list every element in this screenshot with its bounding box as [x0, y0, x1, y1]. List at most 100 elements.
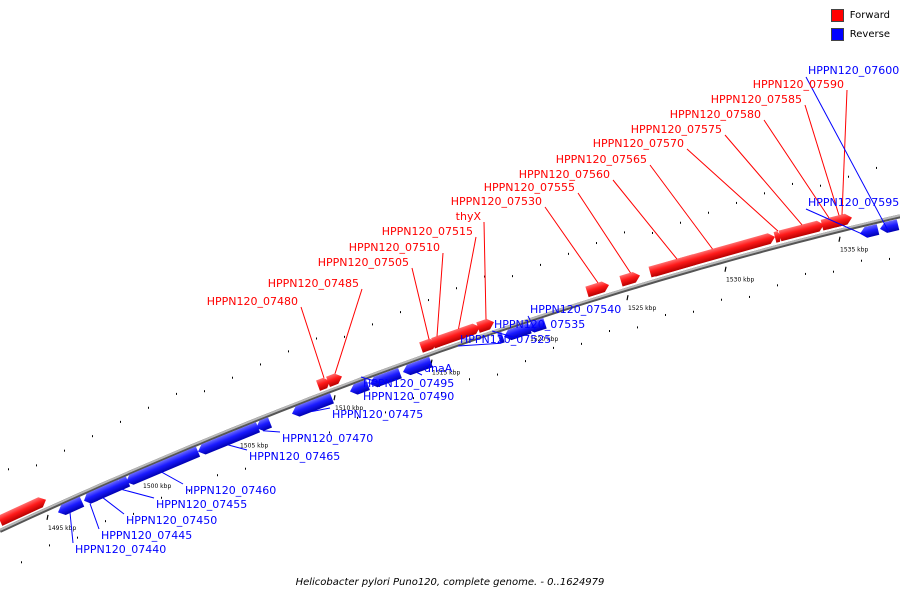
gene-label: HPPN120_07510 — [349, 241, 440, 254]
gene-arrow[interactable] — [254, 417, 273, 433]
gene-arrow[interactable] — [773, 230, 783, 243]
gene-HPPN120_07595[interactable] — [859, 224, 880, 239]
gene-HPPN120_07485[interactable] — [326, 371, 344, 387]
gene-arrow[interactable] — [497, 331, 505, 344]
gene-HPPN120_07570[interactable] — [773, 230, 783, 243]
gene-HPPN120_07530[interactable] — [585, 280, 610, 298]
tick-dot — [889, 257, 890, 260]
tick-dot — [805, 272, 806, 275]
gene-arrow[interactable] — [290, 393, 334, 419]
gene-HPPN120_07440[interactable] — [56, 496, 85, 518]
gene-HPPN120_07515[interactable] — [435, 322, 482, 347]
label-leader — [805, 208, 870, 238]
gene-arrow[interactable] — [525, 318, 547, 334]
tick-dot — [372, 323, 373, 326]
tick-dot — [400, 311, 401, 314]
gene-HPPN120_07455[interactable] — [114, 476, 131, 491]
tick-dot — [652, 231, 653, 234]
gene-arrow[interactable] — [114, 476, 131, 491]
gene-label: HPPN120_07445 — [101, 529, 192, 542]
gene-unlabeled[interactable] — [0, 495, 48, 526]
kbp-tick-label: 1535 kbp — [840, 247, 868, 254]
kbp-tick — [626, 295, 629, 301]
label-leader — [161, 471, 184, 485]
tick-dot — [568, 252, 569, 255]
gene-arrow[interactable] — [419, 337, 439, 353]
gene-arrow[interactable] — [879, 219, 900, 234]
gene-arrow[interactable] — [56, 496, 85, 518]
label-leader — [841, 89, 848, 215]
gene-HPPN120_07450[interactable] — [84, 479, 123, 505]
gene-HPPN120_07525[interactable] — [497, 331, 505, 344]
gene-arrow[interactable] — [832, 213, 852, 228]
kbp-tick-label: 1530 kbp — [726, 277, 754, 284]
gene-HPPN120_07490[interactable] — [348, 379, 370, 397]
tick-dot — [624, 231, 625, 234]
gene-HPPN120_07575[interactable] — [778, 219, 826, 242]
gene-arrow[interactable] — [0, 495, 48, 526]
tick-dot — [484, 275, 485, 278]
tick-dot — [301, 437, 302, 440]
tick-dot — [693, 310, 694, 313]
tick-dot — [749, 295, 750, 298]
gene-HPPN120_07590[interactable] — [832, 213, 852, 228]
legend-forward: Forward — [830, 8, 890, 22]
tick-dot — [161, 496, 162, 499]
gene-dnaA[interactable] — [401, 356, 433, 377]
gene-HPPN120_07465[interactable] — [196, 422, 261, 457]
gene-arrow[interactable] — [124, 446, 201, 487]
label-leader — [311, 407, 331, 412]
kbp-tick-label: 1510 kbp — [335, 405, 363, 412]
label-leader — [457, 342, 502, 347]
gene-label: HPPN120_07540 — [530, 303, 621, 316]
gene-HPPN120_07480[interactable] — [316, 376, 332, 391]
gene-arrow[interactable] — [859, 224, 880, 239]
tick-dot — [77, 536, 78, 539]
gene-label: HPPN120_07515 — [382, 225, 473, 238]
gene-HPPN120_07475[interactable] — [290, 393, 334, 419]
gene-HPPN120_07600[interactable] — [879, 219, 900, 234]
tick-dot — [288, 350, 289, 353]
tick-dot — [861, 259, 862, 262]
label-leader — [416, 372, 423, 376]
tick-dot — [413, 397, 414, 400]
gene-arrow[interactable] — [648, 232, 777, 278]
gene-arrow[interactable] — [435, 322, 482, 347]
label-leader — [358, 389, 362, 394]
genome-caption: Helicobacter pylori Puno120, complete ge… — [295, 577, 605, 588]
gene-HPPN120_07540[interactable] — [525, 318, 547, 334]
gene-arrow[interactable] — [778, 219, 826, 242]
gene-arrow[interactable] — [84, 479, 123, 505]
gene-arrow[interactable] — [619, 270, 641, 287]
gene-arrow[interactable] — [316, 376, 332, 391]
tick-dot — [441, 392, 442, 395]
gene-HPPN120_07460[interactable] — [124, 446, 201, 487]
gene-HPPN120_07555[interactable] — [619, 270, 641, 287]
label-leader — [69, 512, 74, 544]
label-leader — [724, 134, 803, 226]
gene-label: HPPN120_07495 — [363, 377, 454, 390]
gene-arrow[interactable] — [326, 371, 344, 387]
kbp-tick-label: 1515 kbp — [432, 370, 460, 377]
kbp-tick — [724, 266, 727, 272]
gene-label: HPPN120_07535 — [494, 318, 585, 331]
gene-HPPN120_07565[interactable] — [648, 232, 777, 278]
gene-label: HPPN120_07480 — [207, 295, 298, 308]
kbp-tick-label: 1525 kbp — [628, 305, 656, 312]
gene-label: HPPN120_07570 — [593, 137, 684, 150]
gene-arrow[interactable] — [476, 317, 496, 333]
gene-arrow[interactable] — [196, 422, 261, 457]
gene-HPPN120_07470[interactable] — [254, 417, 273, 433]
gene-label: thyX — [456, 210, 482, 223]
gene-arrow[interactable] — [401, 356, 433, 377]
tick-dot — [245, 467, 246, 470]
tick-dot — [176, 392, 177, 395]
tick-dot — [189, 489, 190, 492]
gene-arrow[interactable] — [585, 280, 610, 298]
gene-arrow[interactable] — [348, 379, 370, 397]
label-leader — [491, 330, 518, 339]
gene-thyX[interactable] — [476, 317, 496, 333]
tick-dot — [273, 452, 274, 455]
tick-dot — [8, 468, 9, 471]
gene-HPPN120_07505[interactable] — [419, 337, 439, 353]
